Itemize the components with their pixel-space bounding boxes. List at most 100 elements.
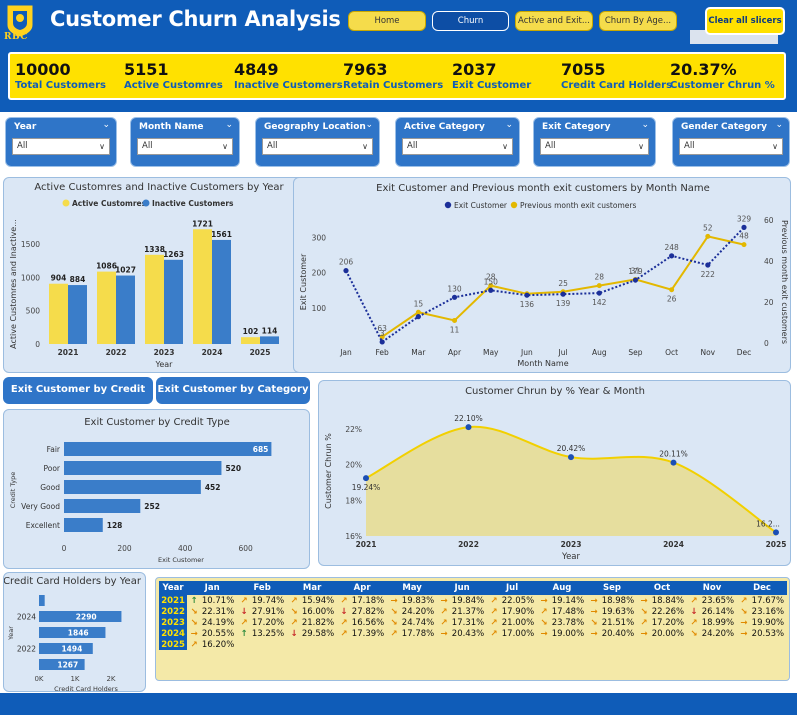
matrix-value-cell (637, 639, 687, 650)
bar-data-label: 904 (51, 274, 67, 283)
y2-tick-label: 60 (764, 216, 774, 225)
slicer-dropdown[interactable]: All ∨ (12, 138, 110, 155)
slicer-label: Year (14, 122, 37, 132)
data-label-exit: 222 (701, 270, 716, 279)
bar-data-label: 102 (243, 327, 259, 336)
slicer-gender-category[interactable]: Gender Category ⌄ All ∨ (672, 117, 790, 167)
point-exit-customer (669, 253, 675, 259)
bar-data-label: 1267 (57, 661, 78, 670)
kpi-label: Active Customres (124, 80, 223, 91)
slicer-exit-category[interactable]: Exit Category ⌄ All ∨ (533, 117, 656, 167)
bar-active (145, 254, 164, 344)
slicer-dropdown[interactable]: All ∨ (679, 138, 783, 155)
data-label-exit: 248 (664, 243, 679, 252)
arrow-up-right-icon: ↗ (340, 617, 348, 628)
x-tick-label: Mar (411, 348, 426, 357)
exit-monthly-chart: Exit Customer and Previous month exit cu… (299, 183, 789, 368)
matrix-value-cell: → 19.83% (387, 595, 437, 606)
point-previous-month-exit (741, 242, 747, 248)
tab-exit-by-credit-type[interactable]: Exit Customer by Credit Type (3, 377, 153, 421)
matrix-value-cell: ↗ 17.39% (337, 628, 387, 639)
x-tick-label: 1K (70, 675, 79, 683)
point-exit-customer (488, 287, 494, 293)
chevron-down-icon[interactable]: ⌄ (102, 120, 110, 130)
tab-exit-by-category[interactable]: Exit Customer by Category (156, 377, 310, 404)
matrix-year-cell: 2021 (159, 595, 188, 606)
nav-home-button[interactable]: Home (348, 11, 426, 31)
matrix-value: 21.00% (499, 617, 535, 628)
clear-all-slicers-button[interactable]: Clear all slicers (705, 7, 785, 35)
bar-inactive (260, 336, 279, 344)
kpi-value: 10000 (15, 60, 71, 79)
matrix-value-cell (237, 639, 287, 650)
credit-type-panel: Exit Customer by Credit Type Fair 685 Poor 5… (3, 409, 310, 569)
matrix-value-cell: ↗ 17.20% (237, 617, 287, 628)
chevron-down-icon[interactable]: ⌄ (775, 120, 783, 130)
matrix-value: 23.16% (748, 606, 785, 617)
point-exit-customer (560, 291, 566, 297)
nav-active-exit-button[interactable]: Active and Exit... (515, 11, 593, 31)
matrix-header-cell: May (387, 581, 438, 595)
matrix-value-cell (337, 639, 387, 650)
chevron-down-icon[interactable]: ⌄ (641, 120, 649, 130)
churn-pct-chart: Customer Chrun by % Year & Month 19.24% 22… (324, 386, 786, 562)
kpi-value: 20.37% (670, 60, 737, 79)
y-axis-title: Active Customres and Inactive... (9, 219, 18, 349)
matrix-header-cell: Feb (237, 581, 288, 595)
matrix-value: 15.94% (299, 595, 335, 606)
slicer-dropdown[interactable]: All ∨ (137, 138, 233, 155)
y-tick-label: 22% (345, 425, 362, 434)
kpi-total-customers: 10000 Total Customers (15, 60, 106, 91)
slicer-month-name[interactable]: Month Name ⌄ All ∨ (130, 117, 240, 167)
chart-title: Exit Customer and Previous month exit cu… (376, 183, 710, 194)
y2-tick-label: 20 (764, 298, 774, 307)
matrix-year-cell: 2022 (159, 606, 188, 617)
y-tick-label: Poor (43, 464, 60, 473)
matrix-value-cell: → 20.53% (737, 628, 787, 639)
point-churn-pct (773, 529, 779, 536)
kpi-label: Total Customers (15, 80, 106, 91)
chevron-down-icon[interactable]: ⌄ (505, 120, 513, 130)
chevron-down-icon[interactable]: ⌄ (365, 120, 373, 130)
matrix-header-cell: Jun (437, 581, 488, 595)
y-tick-label: 0 (35, 340, 40, 349)
matrix-value-cell: → 18.84% (637, 595, 687, 606)
matrix-value-cell: ↘ 23.78% (537, 617, 587, 628)
y-tick-label: 100 (312, 304, 327, 313)
arrow-right-icon: → (740, 628, 748, 639)
bar-data-label: 685 (253, 445, 269, 454)
arrow-down-right-icon: ↘ (540, 617, 548, 628)
chevron-down-icon[interactable]: ⌄ (225, 120, 233, 130)
page-title: Customer Churn Analysis (50, 7, 341, 31)
matrix-value-cell: ↗ 17.90% (487, 606, 537, 617)
nav-churn-button[interactable]: Churn (432, 11, 509, 31)
data-label-exit: 3 (380, 329, 385, 338)
x-tick-label: 2021 (356, 540, 377, 549)
slicer-dropdown[interactable]: All ∨ (262, 138, 373, 155)
data-label: 19.24% (352, 483, 381, 492)
matrix-value-cell: ↗ 23.65% (687, 595, 737, 606)
arrow-up-right-icon: ↗ (440, 606, 448, 617)
matrix-value: 17.18% (349, 595, 385, 606)
bar-cc-holders (39, 611, 122, 622)
slicer-active-category[interactable]: Active Category ⌄ All ∨ (395, 117, 520, 167)
arrow-up-right-icon: ↗ (640, 617, 648, 628)
y-axis-title: Exit Customer (299, 253, 308, 310)
slicer-dropdown[interactable]: All ∨ (540, 138, 649, 155)
slicer-year[interactable]: Year ⌄ All ∨ (5, 117, 117, 167)
matrix-value-cell: ↘ 24.19% (187, 617, 237, 628)
slicer-geography-location[interactable]: Geography Location ⌄ All ∨ (255, 117, 380, 167)
rbc-lion-logo-icon (6, 4, 34, 38)
bar-data-label: 884 (70, 275, 86, 284)
x-tick-label: 2023 (561, 540, 582, 549)
churn-pct-panel: Customer Chrun by % Year & Month 19.24% 22… (318, 380, 791, 566)
point-exit-customer (596, 290, 602, 296)
nav-churn-by-age-button[interactable]: Churn By Age... (599, 11, 677, 31)
matrix-value-cell: ↘ 22.26% (637, 606, 687, 617)
y2-axis-title: Previous month exit customers (780, 220, 789, 344)
kpi-customer-churn-pct: 20.37% Customer Chrun % (670, 60, 775, 91)
chevron-down-icon: ∨ (222, 142, 228, 151)
matrix-value-cell: ↗ 15.94% (287, 595, 337, 606)
slicer-dropdown[interactable]: All ∨ (402, 138, 513, 155)
matrix-value: 20.00% (649, 628, 685, 639)
